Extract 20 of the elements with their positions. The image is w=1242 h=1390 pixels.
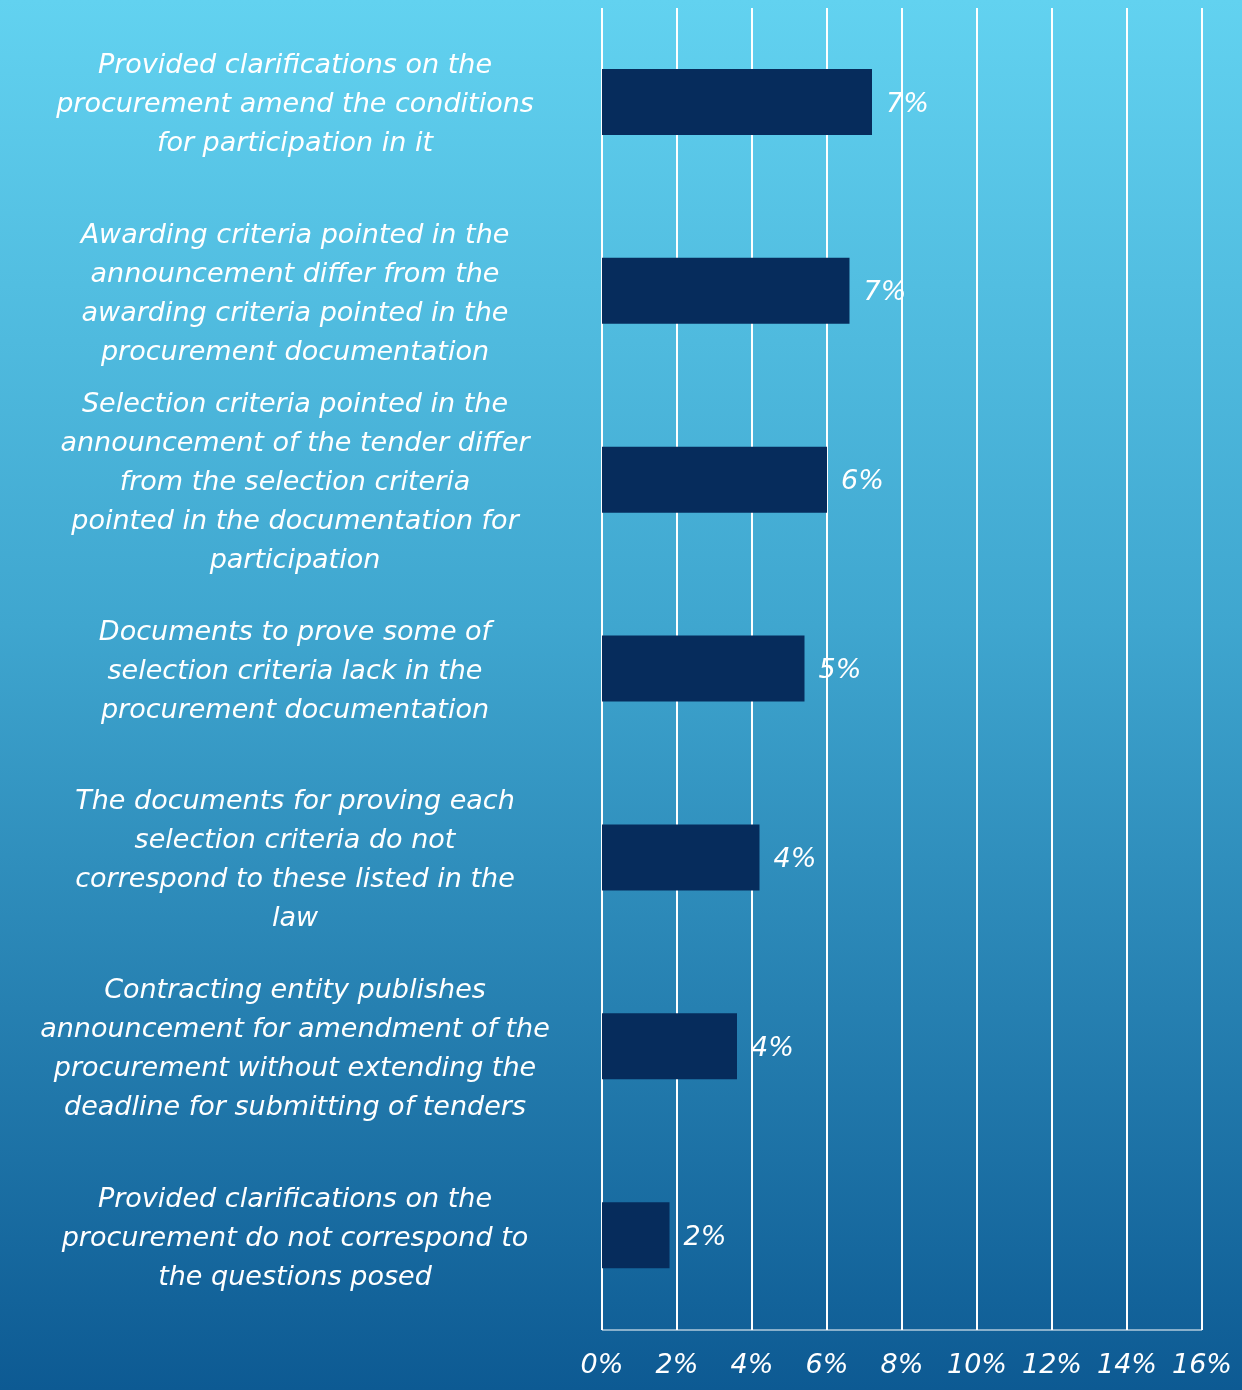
y-tick-label: Documents to prove some of selection criteria lack in the procurement documentation bbox=[98, 614, 495, 724]
x-tick-label: 2% bbox=[655, 1348, 699, 1380]
y-tick-label: The documents for proving each selection criteria do not correspond to these listed in the law bbox=[75, 783, 515, 932]
data-label: 6% bbox=[841, 464, 884, 496]
x-tick-label: 12% bbox=[1021, 1348, 1083, 1380]
y-tick-label: Provided clarifications on the procurement do not correspond to the questions posed bbox=[60, 1181, 529, 1291]
x-tick-label: 8% bbox=[880, 1348, 924, 1380]
x-tick-label: 16% bbox=[1171, 1348, 1233, 1380]
data-label: 4% bbox=[773, 842, 817, 874]
x-tick-label: 6% bbox=[805, 1348, 849, 1380]
y-tick-label: Provided clarifications on the procurement amend the conditions for participation in it bbox=[55, 47, 534, 157]
y-tick-label: Selection criteria pointed in the announcement of the tender differ from the selection criteria pointed in the documentation for participation bbox=[60, 386, 532, 574]
x-tick-label: 0% bbox=[580, 1348, 624, 1380]
data-label: 4% bbox=[751, 1030, 794, 1062]
x-tick-label: 4% bbox=[730, 1348, 774, 1380]
x-tick-label: 10% bbox=[946, 1348, 1008, 1380]
y-tick-label: Awarding criteria pointed in the announcement differ from the awarding criteria pointed in the procurement documentation bbox=[78, 217, 510, 366]
data-label: 2% bbox=[683, 1219, 727, 1251]
x-tick-label: 14% bbox=[1096, 1348, 1158, 1380]
y-tick-label: Contracting entity publishes announcement for amendment of the procurement without extending the deadline for submitting of tenders bbox=[40, 972, 550, 1121]
